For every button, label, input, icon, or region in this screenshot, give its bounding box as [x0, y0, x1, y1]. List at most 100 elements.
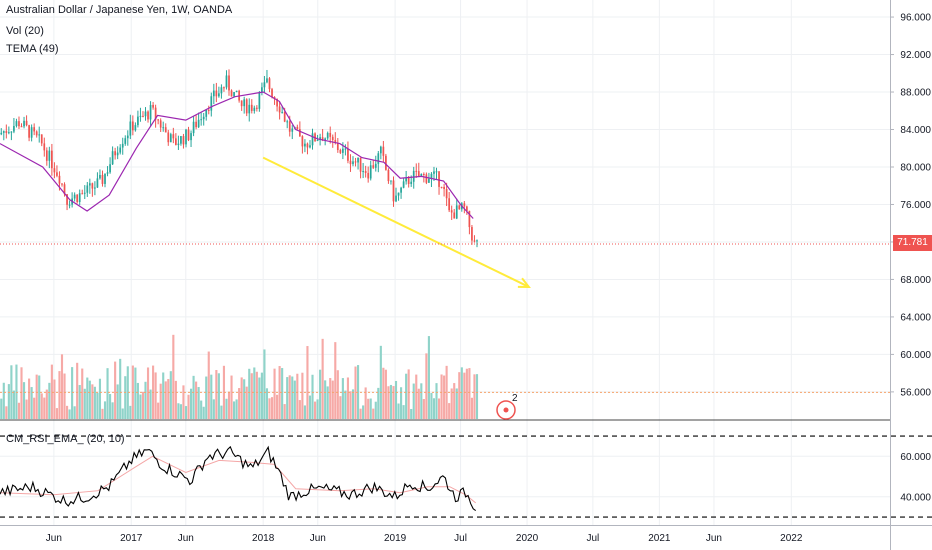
volume-bar: [427, 336, 430, 419]
candle-body: [438, 171, 440, 187]
symbol-legend[interactable]: Australian Dollar / Japanese Yen, 1W, OA…: [6, 4, 233, 16]
volume-bar: [174, 380, 177, 419]
candle-body: [352, 161, 354, 165]
candle-body: [20, 126, 23, 128]
volume-bar: [184, 406, 188, 419]
candle-body: [329, 132, 332, 137]
candle-body: [250, 104, 253, 111]
volume-bar: [321, 338, 324, 419]
volume-bar: [400, 387, 403, 419]
volume-bar: [15, 364, 18, 419]
rsi-legend[interactable]: CM_RSI_EMA_ (20, 10): [6, 433, 125, 445]
time-tick-label: 2017: [120, 533, 143, 544]
price-tick-label: 80.000: [900, 162, 931, 173]
volume-bar: [162, 372, 165, 419]
volume-bar: [60, 354, 64, 419]
volume-bar: [437, 398, 441, 419]
volume-bar: [311, 374, 314, 419]
volume-bar: [329, 378, 332, 419]
candle-body: [455, 205, 458, 219]
candle-body: [319, 137, 321, 140]
volume-bar: [187, 394, 190, 419]
volume-bar: [25, 399, 28, 419]
volume-bar: [63, 373, 66, 419]
volume-bar: [410, 408, 413, 419]
volume-bar: [248, 368, 251, 419]
volume-bar: [121, 408, 124, 419]
candle-body: [94, 187, 96, 189]
volume-bar: [336, 370, 339, 419]
candle-body: [271, 89, 273, 98]
volume-bar: [253, 367, 256, 419]
volume-bar: [28, 378, 31, 419]
volume-bar: [124, 376, 127, 419]
candle-body: [382, 146, 385, 156]
candle-body: [263, 82, 266, 88]
tema-legend[interactable]: TEMA (49): [6, 43, 59, 55]
candle-body: [258, 92, 261, 109]
volume-bar: [344, 390, 347, 419]
volume-bar: [157, 402, 160, 419]
candle-body: [230, 90, 233, 97]
volume-bar: [417, 388, 420, 419]
candle-body: [53, 168, 56, 173]
candle-body: [73, 194, 76, 199]
candle-body: [152, 104, 154, 108]
volume-bar: [339, 396, 342, 419]
candle-body: [228, 75, 230, 91]
candle-body: [66, 194, 68, 205]
volume-bar: [288, 375, 291, 419]
volume-bar: [306, 346, 309, 419]
candle-body: [266, 78, 268, 83]
price-tick-label: 88.000: [900, 88, 931, 99]
volume-bar: [20, 367, 23, 419]
rsi-marker[interactable]: 2: [496, 393, 518, 420]
volume-bar: [346, 377, 350, 419]
volume-bar: [465, 368, 468, 419]
volume-bar: [2, 382, 5, 419]
rsi-axis[interactable]: 60.000 40.000: [900, 452, 931, 504]
volume-bar: [422, 399, 425, 419]
candle-body: [407, 177, 410, 184]
candle-body: [450, 210, 453, 213]
volume-bar: [177, 403, 180, 419]
candle-body: [99, 174, 101, 179]
candle-body: [192, 121, 195, 134]
volume-bar: [172, 334, 175, 419]
volume-bar: [222, 365, 226, 419]
candle-body: [268, 78, 271, 90]
volume-bar: [129, 405, 132, 419]
time-tick-label: Jun: [178, 533, 194, 544]
candle-body: [220, 87, 223, 94]
candle-body: [336, 142, 339, 150]
time-axis[interactable]: Jun 2017 Jun 2018 Jun 2019 Jul 2020 Jul 2021 Jun 20…: [46, 533, 803, 544]
candle-body: [30, 127, 33, 138]
volume-bar: [233, 401, 236, 419]
candle-body: [304, 143, 306, 147]
candle-body: [18, 121, 20, 127]
volume-bar: [210, 374, 213, 419]
volume-bar: [394, 380, 398, 419]
volume-bar: [473, 374, 476, 419]
volume-bar: [134, 367, 137, 419]
volume-bar: [189, 388, 193, 419]
price-axis[interactable]: 96.00092.00088.00084.00080.00076.00072.0…: [890, 13, 931, 399]
rsi-marker-label: 2: [512, 393, 518, 404]
candle-body: [139, 115, 142, 117]
candle-body: [392, 180, 395, 202]
volume-bar: [81, 368, 84, 419]
volume-legend[interactable]: Vol (20): [6, 25, 44, 37]
volume-bar: [238, 388, 241, 419]
candle-body: [159, 120, 162, 128]
candle-body: [240, 100, 243, 107]
candle-body: [149, 104, 152, 120]
rsi-tick-label: 40.000: [900, 492, 931, 503]
volume-bar: [106, 368, 109, 419]
trend-arrow[interactable]: [262, 156, 531, 288]
candle-body: [200, 119, 203, 121]
time-tick-label: 2020: [516, 533, 539, 544]
candle-body: [253, 107, 256, 111]
price-tick-label: 60.000: [900, 350, 931, 361]
candle-body: [124, 138, 127, 144]
